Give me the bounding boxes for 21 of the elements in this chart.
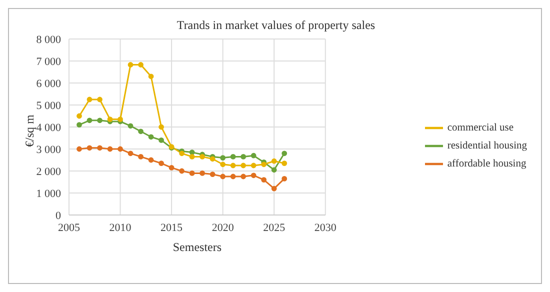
legend-label: commercial use	[447, 122, 514, 134]
y-tick-label: 3 000	[36, 144, 62, 156]
legend-label: residential housing	[447, 140, 527, 152]
y-tick-label: 0	[56, 210, 62, 222]
x-axis-title: Semesters	[172, 240, 222, 254]
y-tick-label: 8 000	[36, 34, 62, 46]
x-tick-label: 2005	[58, 222, 80, 234]
chart-title: Trands in market values of property sales	[176, 18, 376, 33]
x-tick-label: 2015	[160, 222, 184, 234]
y-tick-label: 6 000	[36, 78, 62, 90]
x-tick-label: 2030	[314, 222, 337, 234]
x-tick-label: 2025	[263, 222, 286, 234]
y-axis-title: €/sq m	[22, 114, 36, 147]
legend-label: affordable housing	[447, 158, 526, 170]
y-tick-label: 4 000	[36, 122, 62, 134]
y-tick-label: 7 000	[36, 56, 62, 68]
x-tick-label: 2020	[212, 222, 234, 234]
y-tick-label: 2 000	[36, 166, 62, 178]
y-tick-label: 1 000	[36, 188, 62, 200]
y-tick-label: 5 000	[36, 100, 62, 112]
x-tick-label: 2010	[109, 222, 132, 234]
